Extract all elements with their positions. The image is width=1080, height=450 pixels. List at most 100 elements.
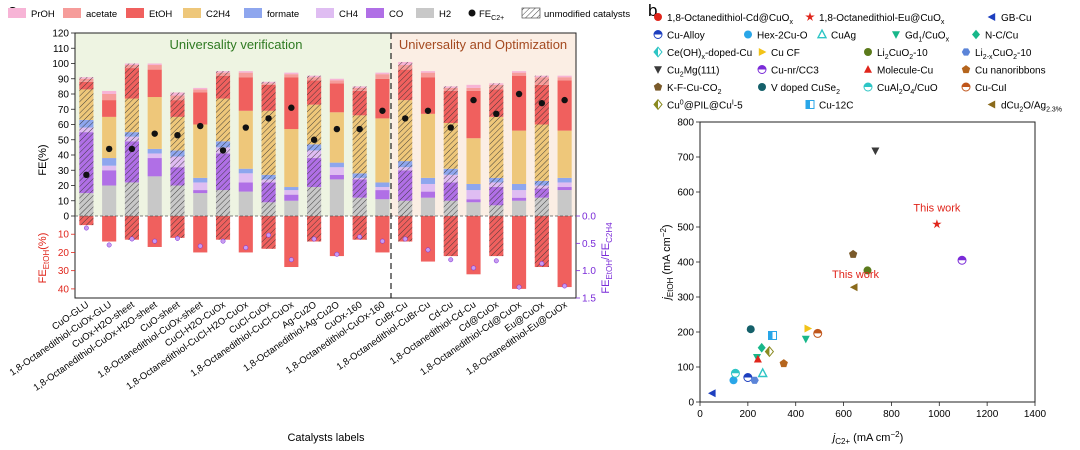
bar-segment-formate xyxy=(193,177,208,183)
bar-hatch-co xyxy=(307,158,322,188)
b-legend-marker xyxy=(864,65,872,73)
legend-text: CO xyxy=(389,9,403,20)
legend-swatch-ethanol xyxy=(126,8,144,18)
b-legend-marker-fill xyxy=(654,99,658,110)
bar-hatch-co xyxy=(534,188,549,198)
bar-hatch-hydrogen xyxy=(124,182,139,216)
fe-c2-point xyxy=(219,147,227,154)
b-legend-label: CuAl2O4/CuO xyxy=(877,83,938,96)
b-data-point-fill xyxy=(765,346,770,357)
b-data-point xyxy=(779,359,788,368)
fe-c2-point xyxy=(333,125,341,133)
bar-hatch-co xyxy=(489,187,504,206)
b-legend-sub2: 4 xyxy=(910,89,914,96)
bar-hatch-ethylene xyxy=(489,116,504,178)
panel-a-legend: PrOH acetate EtOH C2H4 formate CH4 CO H2 FEC2+ un… xyxy=(8,7,630,22)
bar-hatch-co xyxy=(170,167,185,186)
b-legend-sub: x xyxy=(789,19,793,26)
ratio-point xyxy=(448,257,454,263)
b-data-point-fill xyxy=(958,256,967,261)
bar-segment-ethanol xyxy=(512,75,527,131)
lower-ethanol-hatch xyxy=(398,216,413,242)
fe-c2-point xyxy=(174,131,181,139)
right-ylabel-slash: /FE xyxy=(600,243,612,260)
lower-ethanol-bar xyxy=(147,216,162,247)
bar-hatch-propanol xyxy=(79,77,94,79)
fe-c2-point xyxy=(128,145,136,153)
bar-segment-co xyxy=(193,190,208,194)
bar-segment-methane xyxy=(557,182,572,188)
legend-text: unmodified catalysts xyxy=(544,9,630,20)
ratio-point xyxy=(539,261,545,267)
bar-segment-hydrogen xyxy=(284,200,299,216)
bar-segment-co xyxy=(466,199,481,203)
right-ylabel-sub2: C2H4 xyxy=(605,222,614,243)
bar-hatch-ethanol xyxy=(261,84,276,111)
lower-tick-label: 40 xyxy=(58,284,70,295)
bar-segment-co xyxy=(329,174,344,180)
fe-c2-point xyxy=(402,115,409,122)
ratio-point xyxy=(402,236,408,242)
bar-hatch-formate xyxy=(489,177,504,183)
bar-hatch-ethanol xyxy=(170,100,185,117)
b-legend-label: Hex-2Cu-O xyxy=(757,31,808,42)
bar-segment-propanol xyxy=(466,84,481,88)
bar-segment-formate xyxy=(238,168,253,174)
bar-segment-co xyxy=(512,197,527,201)
b-legend-sup2: I xyxy=(732,100,734,107)
ratio-point xyxy=(562,283,568,289)
bar-hatch-acetate xyxy=(261,83,276,85)
bar-segment-formate xyxy=(284,187,299,191)
bar-segment-propanol xyxy=(512,71,527,73)
bar-segment-co xyxy=(557,187,572,191)
legend-text: formate xyxy=(267,9,299,20)
bar-hatch-hydrogen xyxy=(443,200,458,216)
fe-c2-point xyxy=(197,122,204,130)
b-data-point xyxy=(804,324,813,333)
bar-hatch-formate xyxy=(124,132,139,137)
b-legend-sub: x xyxy=(941,19,945,26)
y-tick-label: 50 xyxy=(58,135,70,146)
panel-b-xlabel: jC2+ (mA cm−2) xyxy=(831,430,904,446)
ratio-point xyxy=(129,236,135,242)
bar-hatch-propanol xyxy=(215,71,231,73)
lower-ethanol-hatch xyxy=(352,216,367,240)
b-data-point xyxy=(757,342,766,353)
b-legend-text: Ce(OH) xyxy=(667,48,701,59)
bar-hatch-co xyxy=(124,141,139,183)
bar-segment-ethanol xyxy=(420,77,436,114)
bar-segment-ethylene xyxy=(147,97,162,149)
b-legend-sup: 0 xyxy=(680,100,684,107)
b-legend-text: Cu xyxy=(667,101,680,112)
bar-hatch-propanol xyxy=(170,92,185,96)
b-legend-label: Cu-12C xyxy=(819,101,853,112)
b-legend-sub: 2 xyxy=(885,54,889,61)
lower-ethanol-hatch xyxy=(307,216,322,242)
b-legend-label: GB-Cu xyxy=(1001,13,1032,24)
b-legend-text: Cu CF xyxy=(771,48,800,59)
panel-a-xlabel: Catalysts labels xyxy=(287,432,365,444)
b-legend-sub: 2 xyxy=(680,72,684,79)
ratio-point xyxy=(152,238,158,244)
lower-tick-label: 10 xyxy=(58,230,70,241)
legend-text: CH4 xyxy=(339,9,358,20)
b-legend-marker-fill xyxy=(654,30,662,35)
b-legend-marker xyxy=(864,48,872,56)
b-legend-sub: 2 xyxy=(1019,107,1023,114)
b-legend-text: Cu-12C xyxy=(819,101,853,112)
b-y-tick-label: 500 xyxy=(677,223,694,234)
ratio-point xyxy=(288,257,294,263)
bar-hatch-co xyxy=(79,132,94,194)
bar-hatch-acetate xyxy=(79,78,94,82)
legend-swatch-ethylene xyxy=(183,8,201,18)
b-y-tick-label: 700 xyxy=(677,153,694,164)
right-ylabel-sub1: EtOH xyxy=(605,260,614,280)
bar-hatch-acetate xyxy=(443,87,458,91)
bar-segment-hydrogen xyxy=(238,191,253,216)
bar-segment-co xyxy=(284,194,299,201)
b-legend-label: Cu2Mg(111) xyxy=(667,66,719,79)
bar-hatch-hydrogen xyxy=(489,205,504,216)
b-legend-text2: Mg(111) xyxy=(684,66,720,77)
b-legend-label: dCu2O/Ag2.3% xyxy=(1001,101,1062,114)
bar-segment-ethylene xyxy=(102,116,117,159)
